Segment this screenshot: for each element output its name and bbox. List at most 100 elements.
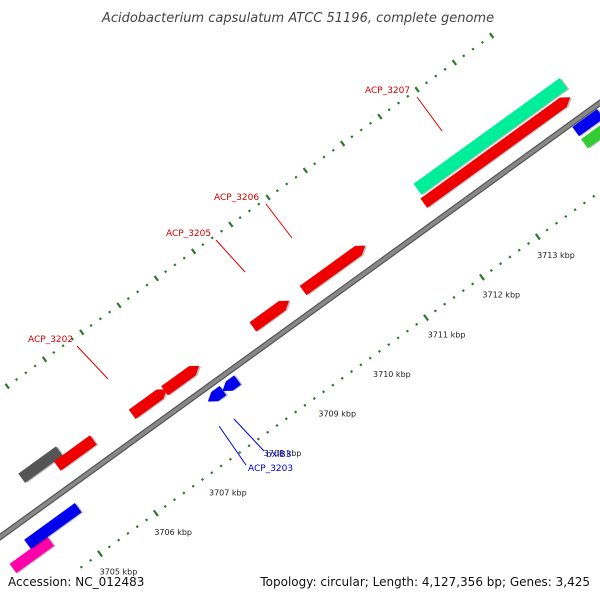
outer-tick bbox=[331, 148, 335, 152]
outer-tick bbox=[489, 32, 495, 39]
gene-feature-body bbox=[161, 365, 200, 396]
gene-label: ACP_3203 bbox=[248, 464, 293, 474]
gene-feature bbox=[222, 375, 243, 392]
inner-tick bbox=[163, 504, 167, 508]
outer-tick bbox=[4, 383, 10, 390]
gene-feature-body bbox=[413, 78, 568, 195]
outer-tick bbox=[61, 344, 65, 348]
outer-tick bbox=[313, 162, 317, 166]
gene-feature-body bbox=[24, 503, 82, 550]
inner-tick bbox=[97, 550, 103, 558]
gene-label-leader bbox=[218, 425, 247, 466]
gene-feature bbox=[572, 109, 600, 137]
outer-tick bbox=[443, 67, 447, 71]
outer-tick bbox=[79, 329, 85, 336]
outer-tick bbox=[89, 324, 93, 328]
outer-tick bbox=[238, 216, 242, 220]
inner-tick bbox=[135, 525, 139, 529]
outer-tick bbox=[210, 236, 214, 240]
inner-tick bbox=[405, 329, 409, 333]
inner-tick bbox=[452, 295, 456, 299]
tick-label: 3712 kbp bbox=[482, 291, 520, 300]
outer-tick bbox=[201, 243, 205, 247]
outer-tick bbox=[377, 113, 383, 120]
inner-tick bbox=[228, 457, 232, 461]
backbone-line bbox=[0, 100, 600, 540]
tick-label: 3707 kbp bbox=[209, 489, 247, 498]
outer-tick bbox=[396, 101, 401, 105]
outer-tick bbox=[173, 263, 177, 267]
inner-tick bbox=[508, 255, 512, 259]
inner-tick bbox=[294, 410, 298, 414]
inner-tick bbox=[182, 491, 186, 495]
gene-feature bbox=[581, 121, 600, 149]
inner-tick bbox=[517, 248, 521, 252]
inner-tick bbox=[471, 282, 475, 286]
gene-feature-body bbox=[18, 446, 63, 483]
outer-tick bbox=[257, 202, 261, 206]
inner-tick bbox=[219, 464, 223, 468]
outer-tick bbox=[219, 229, 224, 233]
inner-tick bbox=[247, 444, 251, 448]
outer-tick bbox=[126, 297, 130, 301]
outer-tick bbox=[153, 275, 159, 282]
inner-tick bbox=[489, 268, 493, 272]
outer-tick bbox=[350, 135, 354, 139]
outer-tick bbox=[164, 270, 168, 274]
gene-labels: ACP_3207 ACP_3206 ACP_3205 ACP_3202 bxlB3 ACP… bbox=[28, 86, 410, 474]
inner-tick bbox=[573, 208, 577, 212]
outer-tick bbox=[182, 256, 186, 260]
outer-tick bbox=[471, 47, 475, 51]
genome-summary-text: Topology: circular; Length: 4,127,356 bp… bbox=[259, 575, 590, 589]
inner-tick bbox=[89, 558, 93, 562]
gene-label: bxlB3 bbox=[266, 450, 291, 460]
inner-tick bbox=[145, 518, 149, 522]
outer-tick bbox=[424, 81, 428, 85]
inner-tick bbox=[79, 565, 83, 569]
tick-label: 3705 kbp bbox=[100, 568, 138, 577]
gene-feature-body bbox=[222, 375, 241, 391]
outer-tick bbox=[116, 302, 122, 309]
outer-tick bbox=[369, 121, 373, 125]
inner-tick-track bbox=[79, 194, 596, 569]
accession-text: Accession: NC_012483 bbox=[8, 575, 144, 589]
outer-tick bbox=[33, 364, 37, 368]
gene-feature-body bbox=[207, 385, 227, 402]
inner-tick bbox=[331, 383, 335, 387]
inner-tick bbox=[349, 370, 354, 374]
inner-tick bbox=[461, 289, 465, 293]
outer-tick bbox=[434, 74, 438, 78]
outer-tick bbox=[265, 194, 271, 201]
gene-feature bbox=[249, 300, 291, 332]
outer-tick bbox=[228, 221, 234, 228]
inner-tick bbox=[377, 349, 382, 353]
outer-tick bbox=[414, 86, 420, 93]
inner-tick bbox=[256, 437, 260, 441]
outer-tick bbox=[285, 182, 289, 186]
inner-tick bbox=[526, 241, 531, 246]
outer-tick bbox=[275, 189, 279, 193]
gene-label-leader bbox=[416, 96, 443, 132]
gene-feature bbox=[24, 503, 84, 550]
gene-feature-body bbox=[572, 109, 600, 137]
gene-label-leader bbox=[233, 418, 265, 452]
outer-tick bbox=[190, 248, 197, 255]
outer-tick-track bbox=[4, 32, 495, 390]
genome-backbone bbox=[0, 99, 600, 541]
inner-tick bbox=[582, 201, 586, 205]
inner-tick bbox=[303, 403, 307, 407]
outer-tick bbox=[24, 371, 28, 375]
inner-tick bbox=[433, 309, 437, 313]
outer-tick bbox=[41, 356, 48, 363]
gene-feature-body bbox=[299, 245, 366, 296]
gene-feature-body bbox=[249, 300, 290, 332]
gene-feature bbox=[299, 245, 367, 296]
inner-tick bbox=[554, 221, 559, 225]
inner-tick bbox=[534, 233, 541, 241]
outer-tick bbox=[136, 290, 140, 294]
outer-tick bbox=[387, 108, 391, 112]
outer-tick bbox=[339, 140, 346, 147]
outer-tick bbox=[52, 350, 56, 355]
inner-tick bbox=[479, 273, 485, 281]
